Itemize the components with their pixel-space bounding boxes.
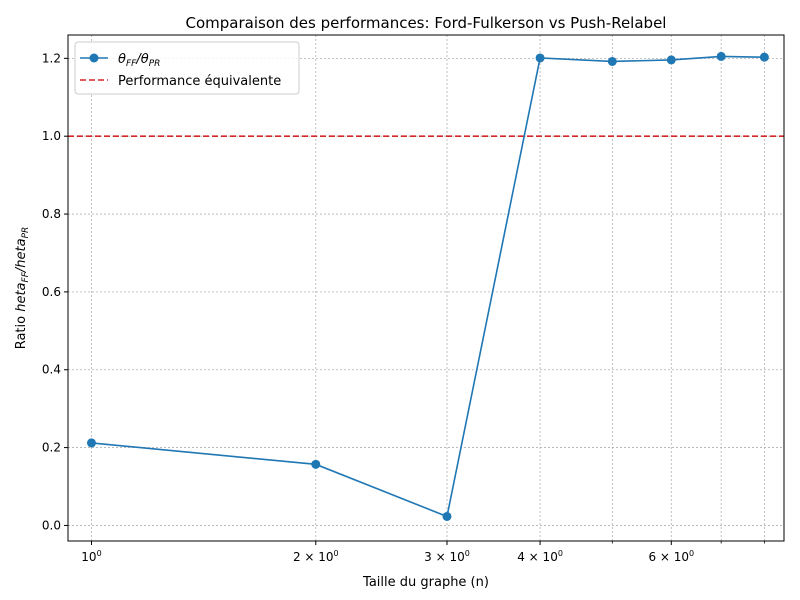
y-axis-label: Ratio hetaFF/hetaPR bbox=[14, 227, 31, 350]
y-axis-label-slash: / bbox=[14, 266, 29, 273]
data-point bbox=[759, 52, 769, 62]
y-axis-label-den: heta bbox=[14, 238, 29, 267]
y-axis-label-den-sub: PR bbox=[21, 227, 31, 239]
legend-series-slash: / bbox=[135, 52, 142, 67]
x-tick-label: 3 × 100 bbox=[424, 549, 470, 564]
y-tick-label: 0.6 bbox=[42, 285, 61, 299]
legend: θFF/θPR Performance équivalente bbox=[74, 41, 300, 95]
data-point bbox=[442, 511, 452, 521]
legend-reference-label: Performance équivalente bbox=[118, 74, 281, 89]
data-point bbox=[607, 56, 617, 66]
legend-series-marker bbox=[89, 53, 99, 63]
legend-series-sym: θ bbox=[118, 52, 126, 67]
legend-box bbox=[74, 41, 300, 95]
x-tick-label: 6 × 100 bbox=[648, 549, 694, 564]
ticks: 0.0 0.2 0.4 0.6 0.8 1.0 1.2 100 2 × 100 3 × 100 4 … bbox=[42, 51, 765, 564]
data-point bbox=[311, 459, 321, 469]
x-axis-label: Taille du graphe (n) bbox=[362, 575, 489, 590]
legend-series-sub2: PR bbox=[149, 59, 161, 69]
data-point bbox=[535, 53, 545, 63]
legend-series-sym2: θ bbox=[141, 52, 149, 67]
y-tick-label: 1.0 bbox=[42, 129, 61, 143]
plot-frame bbox=[67, 34, 785, 542]
chart-title: Comparaison des performances: Ford-Fulke… bbox=[186, 14, 667, 32]
data-point bbox=[86, 438, 96, 448]
y-tick-label: 0.2 bbox=[42, 441, 61, 455]
x-tick-label: 100 bbox=[81, 549, 101, 564]
y-tick-label: 0.8 bbox=[42, 207, 61, 221]
series-layer bbox=[86, 51, 769, 521]
x-tick-label: 2 × 100 bbox=[293, 549, 339, 564]
legend-series-sub: FF bbox=[126, 59, 137, 69]
data-point bbox=[716, 51, 726, 61]
series-line bbox=[91, 55, 765, 518]
x-tick-label: 4 × 100 bbox=[517, 549, 563, 564]
y-axis-label-prefix: Ratio bbox=[14, 312, 29, 350]
y-axis-label-num: heta bbox=[14, 282, 29, 311]
data-point bbox=[666, 55, 676, 65]
grid bbox=[68, 35, 784, 541]
legend-series-label: θFF/θPR bbox=[118, 52, 160, 69]
y-tick-label: 1.2 bbox=[42, 51, 61, 65]
y-tick-label: 0.4 bbox=[42, 363, 61, 377]
y-tick-label: 0.0 bbox=[42, 518, 61, 532]
y-axis-label-num-sub: FF bbox=[21, 271, 31, 282]
